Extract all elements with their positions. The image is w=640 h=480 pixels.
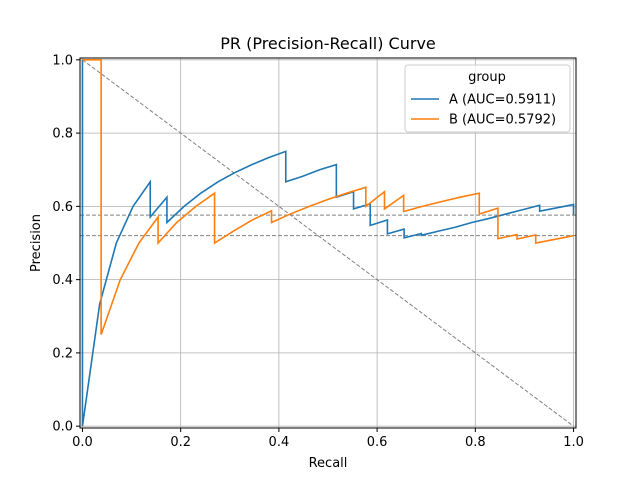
y-tick-label: 0.0 — [52, 420, 73, 435]
x-tick-label: 0.0 — [72, 435, 93, 450]
plot-frame — [79, 57, 577, 429]
x-tick-label: 1.0 — [563, 435, 584, 450]
x-tick-label: 0.4 — [269, 435, 290, 450]
y-axis-ticks: 0.0 0.2 0.4 0.6 0.8 1.0 — [52, 53, 80, 435]
diagonal-reference-line — [82, 59, 574, 427]
y-tick-label: 0.4 — [52, 273, 73, 288]
series-line-b — [82, 59, 574, 335]
x-tick-label: 0.6 — [367, 435, 388, 450]
legend: group A (AUC=0.5911) B (AUC=0.5792) — [404, 64, 571, 133]
reference-lines — [80, 59, 576, 427]
series-lines — [81, 59, 575, 427]
chart-title: PR (Precision-Recall) Curve — [220, 34, 436, 53]
x-axis-label: Recall — [309, 456, 348, 471]
y-axis-label: Precision — [29, 214, 44, 272]
y-tick-label: 0.6 — [52, 200, 73, 215]
legend-title: group — [468, 70, 506, 85]
legend-box — [404, 64, 571, 133]
legend-label: B (AUC=0.5792) — [449, 113, 556, 128]
y-tick-label: 0.8 — [52, 127, 73, 142]
legend-entries: A (AUC=0.5911) B (AUC=0.5792) — [411, 93, 556, 128]
x-tick-label: 0.8 — [465, 435, 486, 450]
y-tick-label: 0.2 — [52, 346, 73, 361]
x-tick-label: 0.2 — [170, 435, 191, 450]
legend-label: A (AUC=0.5911) — [449, 93, 556, 108]
x-axis-ticks: 0.0 0.2 0.4 0.6 0.8 1.0 — [72, 428, 584, 450]
y-tick-label: 1.0 — [52, 53, 73, 68]
